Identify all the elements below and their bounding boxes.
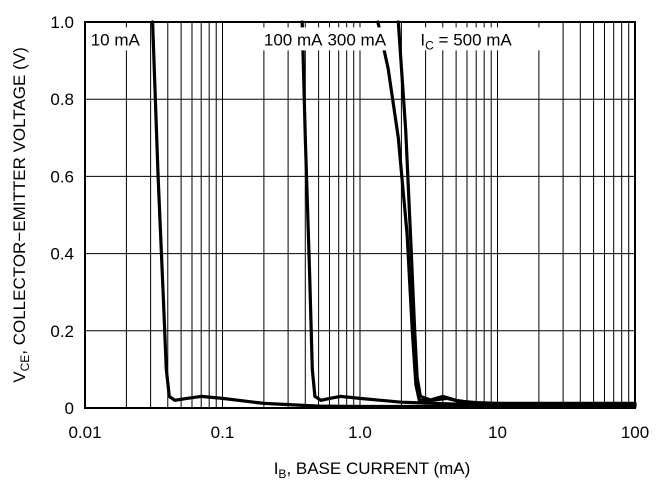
y-tick-label: 0.2: [50, 322, 74, 341]
series-line-1: [151, 20, 637, 409]
annotation-background: [259, 27, 326, 51]
annotation-label: 300 mA: [327, 30, 386, 49]
y-tick-label: 1.0: [50, 13, 74, 32]
y-tick-label: 0: [65, 399, 74, 418]
annotation-label: 10 mA: [91, 30, 141, 49]
x-tick-label: 1.0: [348, 423, 372, 442]
grid: [85, 22, 635, 408]
series-line-2: [300, 20, 637, 407]
x-tick-label: 0.01: [68, 423, 101, 442]
plot-frame: [84, 21, 636, 409]
annotation-label: 100 mA: [264, 30, 323, 49]
annotation-equals: =: [434, 30, 453, 49]
x-tick-label: 100: [621, 423, 649, 442]
y-tick-label: 0.4: [50, 245, 74, 264]
series-line-4: [396, 20, 637, 405]
x-axis-title: IB, BASE CURRENT (mA): [274, 459, 471, 481]
annotation-prefix: I: [420, 30, 425, 49]
annotation-subscript: C: [425, 38, 434, 52]
annotation-value: 500 mA: [453, 30, 512, 49]
annotation-background: [86, 27, 143, 51]
curve-annotations: 10 mA 100 mA 300 mA IC = 500 mA: [86, 27, 543, 52]
x-tick-label: 0.1: [211, 423, 235, 442]
y-tick-label: 0.6: [50, 167, 74, 186]
annotation-label: IC = 500 mA: [420, 30, 512, 52]
x-tick-labels: 0.01 0.1 1.0 10 100: [68, 423, 649, 442]
y-tick-labels: 0 0.2 0.4 0.6 0.8 1.0: [50, 13, 74, 418]
annotation-background: [416, 27, 543, 51]
curves: [151, 20, 637, 409]
y-axis-title: VCE, COLLECTOR−EMITTER VOLTAGE (V): [10, 47, 32, 383]
y-tick-label: 0.8: [50, 90, 74, 109]
x-tick-label: 10: [488, 423, 507, 442]
annotation-background: [323, 27, 390, 51]
